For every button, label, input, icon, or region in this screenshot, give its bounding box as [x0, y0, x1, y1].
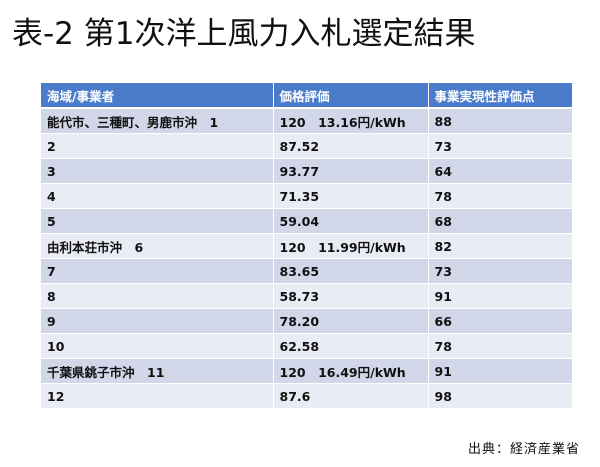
area-cell: 千葉県銚子市沖 11	[41, 358, 274, 384]
area-cell: 12	[41, 383, 274, 409]
score-cell: 68	[428, 208, 572, 234]
price-cell: 93.77	[273, 158, 429, 184]
score-cell: 66	[428, 308, 572, 334]
table-row: 10 62.58 78	[41, 333, 572, 359]
price-cell: 83.65	[273, 258, 429, 284]
price-cell: 120 13.16円/kWh	[273, 108, 429, 134]
price-cell: 59.04	[273, 208, 429, 234]
area-cell: 5	[41, 208, 274, 234]
score-cell: 73	[428, 133, 572, 159]
area-cell: 7	[41, 258, 274, 284]
score-cell: 78	[428, 183, 572, 209]
column-header-score: 事業実現性評価点	[428, 83, 572, 109]
page-title: 表-2 第1次洋上風力入札選定結果	[12, 16, 476, 52]
table-row: 5 59.04 68	[41, 208, 572, 234]
table-row: 2 87.52 73	[41, 133, 572, 159]
source-note: 出典：経済産業省	[467, 442, 580, 457]
area-cell: 4	[41, 183, 274, 209]
area-cell: 由利本荘市沖 6	[41, 233, 274, 259]
area-cell: 8	[41, 283, 274, 309]
price-cell: 62.58	[273, 333, 429, 359]
table-row: 7 83.65 73	[41, 258, 572, 284]
price-cell: 120 16.49円/kWh	[273, 358, 429, 384]
score-cell: 91	[428, 358, 572, 384]
score-cell: 98	[428, 383, 572, 409]
area-cell: 2	[41, 133, 274, 159]
table-header-row: 海域/事業者 価格評価 事業実現性評価点	[41, 83, 572, 109]
score-cell: 64	[428, 158, 572, 184]
area-cell: 3	[41, 158, 274, 184]
table-row: 8 58.73 91	[41, 283, 572, 309]
price-cell: 71.35	[273, 183, 429, 209]
price-cell: 87.52	[273, 133, 429, 159]
column-header-price: 価格評価	[273, 83, 429, 109]
table-row: 千葉県銚子市沖 11 120 16.49円/kWh 91	[41, 358, 572, 384]
score-cell: 82	[428, 233, 572, 259]
area-cell: 能代市、三種町、男鹿市沖 1	[41, 108, 274, 134]
score-cell: 88	[428, 108, 572, 134]
table-row: 4 71.35 78	[41, 183, 572, 209]
area-cell: 9	[41, 308, 274, 334]
price-cell: 58.73	[273, 283, 429, 309]
table-row: 9 78.20 66	[41, 308, 572, 334]
table-row: 由利本荘市沖 6 120 11.99円/kWh 82	[41, 233, 572, 259]
selection-results-table: 海域/事業者 価格評価 事業実現性評価点 能代市、三種町、男鹿市沖 1 120 …	[41, 83, 572, 409]
price-cell: 87.6	[273, 383, 429, 409]
table-row: 能代市、三種町、男鹿市沖 1 120 13.16円/kWh 88	[41, 108, 572, 134]
price-cell: 120 11.99円/kWh	[273, 233, 429, 259]
table-row: 12 87.6 98	[41, 383, 572, 409]
area-cell: 10	[41, 333, 274, 359]
price-cell: 78.20	[273, 308, 429, 334]
column-header-area: 海域/事業者	[41, 83, 274, 109]
table-row: 3 93.77 64	[41, 158, 572, 184]
score-cell: 78	[428, 333, 572, 359]
score-cell: 91	[428, 283, 572, 309]
score-cell: 73	[428, 258, 572, 284]
